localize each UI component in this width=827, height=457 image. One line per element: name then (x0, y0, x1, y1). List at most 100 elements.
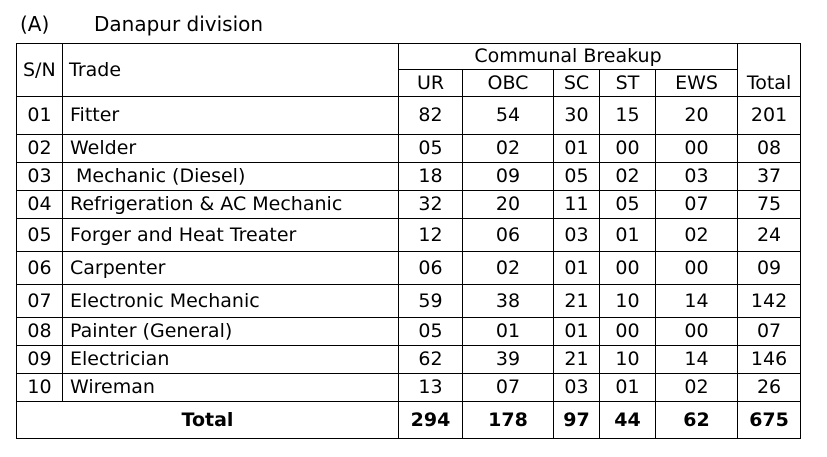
total-ews: 62 (654, 401, 739, 439)
row-trade: Mechanic (Diesel) (62, 162, 399, 191)
row-st: 00 (599, 317, 656, 346)
row-ur: 82 (398, 96, 463, 135)
table-row: 08 Painter (General) 05 01 01 00 00 07 (16, 317, 802, 346)
total-label: Total (16, 401, 399, 439)
row-ur: 62 (398, 345, 463, 374)
total-st: 44 (599, 401, 656, 439)
row-total: 26 (737, 373, 802, 402)
row-total: 24 (737, 218, 802, 252)
row-obc: 39 (462, 345, 554, 374)
row-ews: 00 (654, 317, 739, 346)
row-sc: 05 (553, 162, 600, 191)
row-trade: Carpenter (62, 251, 399, 285)
row-sc: 03 (553, 373, 600, 402)
row-sc: 01 (553, 317, 600, 346)
row-ews: 20 (654, 96, 739, 135)
row-sn: 05 (16, 218, 63, 252)
row-sn: 06 (16, 251, 63, 285)
table-row: 07 Electronic Mechanic 59 38 21 10 14 142 (16, 284, 802, 318)
header-sn: S/N (16, 43, 63, 97)
total-grand: 675 (737, 401, 802, 439)
row-obc: 54 (462, 96, 554, 135)
row-ews: 14 (654, 345, 739, 374)
header-ur: UR (398, 69, 463, 97)
row-st: 02 (599, 162, 656, 191)
table-row: 02 Welder 05 02 01 00 00 08 (16, 134, 802, 163)
row-st: 15 (599, 96, 656, 135)
row-trade: Refrigeration & AC Mechanic (62, 190, 399, 219)
row-total: 37 (737, 162, 802, 191)
row-sc: 01 (553, 251, 600, 285)
total-sc: 97 (553, 401, 600, 439)
row-ews: 02 (654, 218, 739, 252)
row-obc: 02 (462, 251, 554, 285)
row-ur: 32 (398, 190, 463, 219)
row-sn: 08 (16, 317, 63, 346)
row-sn: 03 (16, 162, 63, 191)
row-obc: 02 (462, 134, 554, 163)
table-row: 03 Mechanic (Diesel) 18 09 05 02 03 37 (16, 162, 802, 191)
table-subheader-row: UR OBC SC ST EWS (17, 69, 801, 97)
row-st: 01 (599, 373, 656, 402)
row-st: 01 (599, 218, 656, 252)
total-ur: 294 (398, 401, 463, 439)
header-communal-breakup: Communal Breakup (397, 43, 739, 70)
section-label: (A) (20, 12, 50, 36)
row-trade: Forger and Heat Treater (62, 218, 399, 252)
table-total-row: Total 294 178 97 44 62 675 (16, 401, 802, 439)
row-trade: Wireman (62, 373, 399, 402)
row-sc: 03 (553, 218, 600, 252)
row-sn: 07 (16, 284, 63, 318)
row-trade: Fitter (62, 96, 399, 135)
table-row: 05 Forger and Heat Treater 12 06 03 01 02 24 (16, 218, 802, 252)
row-sc: 01 (553, 134, 600, 163)
table-row: 01 Fitter 82 54 30 15 20 201 (16, 96, 802, 135)
row-obc: 01 (462, 317, 554, 346)
row-sc: 21 (553, 345, 600, 374)
row-ews: 00 (654, 251, 739, 285)
row-trade: Electrician (62, 345, 399, 374)
row-sc: 30 (553, 96, 600, 135)
header-ews: EWS (654, 69, 739, 97)
row-sn: 02 (16, 134, 63, 163)
row-total: 201 (737, 96, 802, 135)
row-obc: 20 (462, 190, 554, 219)
row-ur: 13 (398, 373, 463, 402)
row-sn: 04 (16, 190, 63, 219)
row-obc: 07 (462, 373, 554, 402)
row-st: 10 (599, 345, 656, 374)
row-total: 09 (737, 251, 802, 285)
table-row: 09 Electrician 62 39 21 10 14 146 (16, 345, 802, 374)
row-sn: 10 (16, 373, 63, 402)
row-ur: 18 (398, 162, 463, 191)
table-body: 01 Fitter 82 54 30 15 20 201 02 Welder 05 02 01 00 00 0… (16, 96, 802, 402)
row-obc: 06 (462, 218, 554, 252)
row-trade: Painter (General) (62, 317, 399, 346)
row-st: 10 (599, 284, 656, 318)
row-sn: 09 (16, 345, 63, 374)
row-ews: 14 (654, 284, 739, 318)
row-total: 142 (737, 284, 802, 318)
row-ur: 06 (398, 251, 463, 285)
row-total: 07 (737, 317, 802, 346)
header-obc: OBC (462, 69, 554, 97)
communal-breakup-table: S/N Trade Communal Breakup Total UR OBC … (16, 43, 802, 439)
row-sn: 01 (16, 96, 63, 135)
row-total: 146 (737, 345, 802, 374)
header-st: ST (599, 69, 656, 97)
table-header-row: S/N Trade Communal Breakup Total (16, 43, 802, 97)
header-trade: Trade (62, 43, 399, 97)
table-row: 04 Refrigeration & AC Mechanic 32 20 11 05 07 7… (16, 190, 802, 219)
row-ur: 59 (398, 284, 463, 318)
row-ur: 12 (398, 218, 463, 252)
header-sc: SC (553, 69, 600, 97)
row-total: 75 (737, 190, 802, 219)
row-ur: 05 (398, 134, 463, 163)
row-ews: 02 (654, 373, 739, 402)
row-st: 00 (599, 134, 656, 163)
row-total: 08 (737, 134, 802, 163)
row-st: 05 (599, 190, 656, 219)
row-ews: 07 (654, 190, 739, 219)
row-ews: 03 (654, 162, 739, 191)
header-total: Total (737, 43, 802, 97)
